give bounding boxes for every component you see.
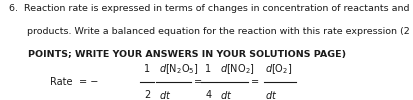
Text: $dt$: $dt$ <box>265 89 277 100</box>
Text: $dt$: $dt$ <box>158 89 171 100</box>
Text: =: = <box>250 77 258 87</box>
Text: POINTS; WRITE YOUR ANSWERS IN YOUR SOLUTIONS PAGE): POINTS; WRITE YOUR ANSWERS IN YOUR SOLUT… <box>28 50 345 59</box>
Text: $d$[O$_2$]: $d$[O$_2$] <box>265 62 292 76</box>
Text: 1: 1 <box>144 64 150 74</box>
Text: $d$[N$_2$O$_5$]: $d$[N$_2$O$_5$] <box>158 62 197 76</box>
Text: $d$[NO$_2$]: $d$[NO$_2$] <box>219 62 254 76</box>
Text: products. Write a balanced equation for the reaction with this rate expression (: products. Write a balanced equation for … <box>9 27 409 36</box>
Text: 4: 4 <box>205 90 211 100</box>
Text: Rate: Rate <box>50 77 72 87</box>
Text: 6.  Reaction rate is expressed in terms of changes in concentration of reactants: 6. Reaction rate is expressed in terms o… <box>9 4 408 13</box>
Text: =: = <box>193 77 202 87</box>
Text: $dt$: $dt$ <box>219 89 232 100</box>
Text: 1: 1 <box>205 64 211 74</box>
Text: = −: = − <box>79 77 99 87</box>
Text: 2: 2 <box>143 90 150 100</box>
